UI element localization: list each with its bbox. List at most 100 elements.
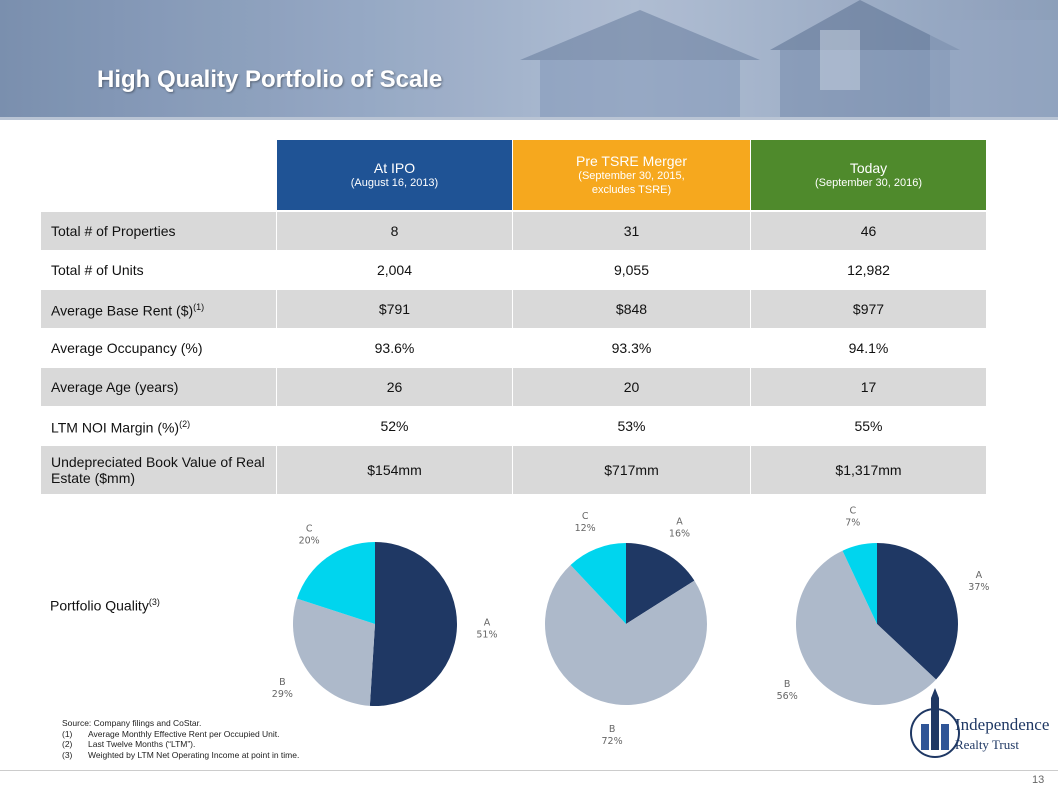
- table-cell: 12,982: [751, 251, 986, 289]
- row-label: Undepreciated Book Value of Real Estate …: [41, 446, 276, 494]
- label: Average Occupancy (%): [51, 340, 203, 356]
- table-cell: 55%: [751, 407, 986, 445]
- footnote-text: Weighted by LTM Net Operating Income at …: [88, 749, 300, 760]
- table-cell: $977: [751, 290, 986, 328]
- title: High Quality Portfolio of Scale: [97, 66, 443, 93]
- footnote: (1) Average Monthly Effective Rent per Oc…: [62, 729, 299, 740]
- table-cell: 2,004: [277, 251, 512, 289]
- rule: [0, 770, 1058, 771]
- footnotes: Source: Company filings and CoStar. (1) A…: [62, 718, 299, 760]
- table-cell: 8: [277, 212, 512, 250]
- slice-label: 20%: [299, 535, 320, 546]
- footnote-ref: (2): [179, 419, 191, 430]
- slice-category: B: [609, 724, 616, 735]
- table-cell: $1,317mm: [751, 446, 986, 494]
- table-cell: $848: [513, 290, 750, 328]
- header-subtitle: (August 16, 2013): [350, 177, 439, 189]
- header-title: Today: [849, 160, 888, 176]
- footnote-text: Last Twelve Months (“LTM”).: [88, 739, 196, 749]
- header-title: Pre TSRE Merger: [576, 153, 687, 169]
- footnote: (3) Weighted by LTM Net Operating Income …: [62, 750, 299, 761]
- footnote-text: Average Monthly Effective Rent per Occup…: [88, 728, 280, 739]
- table-cell: $791: [277, 290, 512, 328]
- label: LTM NOI Margin (%): [51, 419, 180, 436]
- table-cell: 9,055: [513, 251, 750, 289]
- label-text: Total # of Properties: [51, 223, 176, 239]
- table-cell: 94.1%: [751, 329, 986, 367]
- slice-category: A: [676, 517, 683, 528]
- slice-label: 29%: [272, 689, 293, 700]
- pie-slice: [796, 550, 937, 705]
- label-text: Average Base Rent ($)(1): [51, 299, 204, 319]
- pie-slice: [545, 564, 708, 706]
- portfolio-label: Portfolio Quality(3): [50, 597, 160, 614]
- pie-slice: [626, 543, 695, 624]
- logo: Independence Realty Trust: [910, 688, 1049, 758]
- slice-label: 12%: [575, 523, 596, 534]
- row-label: Average Base Rent ($)(1): [41, 290, 276, 328]
- pie-slice: [570, 543, 626, 624]
- footnote-ref: (3): [148, 597, 160, 607]
- table-cell: $717mm: [513, 446, 750, 494]
- logo-spire: [931, 688, 939, 698]
- pie-slice: [842, 543, 877, 624]
- slice-category: C: [849, 506, 856, 517]
- label-text: Undepreciated Book Value of Real Estate …: [51, 454, 276, 486]
- table-cell: 46: [751, 212, 986, 250]
- slice-category: A: [976, 570, 983, 581]
- pie-slice: [293, 598, 375, 706]
- footnote: (2) Last Twelve Months (“LTM”).: [62, 739, 299, 750]
- slice-category: C: [582, 511, 589, 522]
- row-label: Average Age (years): [41, 368, 276, 406]
- slice-label: 16%: [669, 529, 690, 540]
- row-label: Total # of Properties: [41, 212, 276, 250]
- table-cell: 93.6%: [277, 329, 512, 367]
- header-subtitle: (September 30, 2015, excludes TSRE): [578, 170, 685, 196]
- label-text: Portfolio Quality: [50, 597, 149, 614]
- table-cell: 17: [751, 368, 986, 406]
- slice-category: A: [484, 618, 491, 629]
- footnote-number: (1): [62, 728, 73, 739]
- page-number: 13: [1032, 774, 1045, 786]
- slice-category: B: [279, 677, 286, 688]
- logo-tower: [931, 698, 939, 750]
- banner-art: [0, 0, 1058, 120]
- slice-label: 51%: [476, 630, 497, 641]
- banner: High Quality Portfolio of Scale: [0, 0, 1058, 120]
- label: Average Age (years): [51, 379, 179, 395]
- column-header: Today (September 30, 2016): [751, 140, 986, 210]
- label: Undepreciated Book Value of Real Estate …: [51, 454, 265, 486]
- logo-line1: Independence: [955, 715, 1049, 734]
- slice-label: 37%: [968, 582, 989, 593]
- logo-wing: [921, 724, 929, 750]
- label-text: Total # of Units: [51, 262, 144, 278]
- label: Total # of Properties: [51, 223, 176, 239]
- slice-category: B: [784, 679, 791, 690]
- logo-wing: [941, 724, 949, 750]
- column-header: At IPO (August 16, 2013): [277, 140, 512, 210]
- logo-line2: Realty Trust: [955, 737, 1019, 752]
- label-text: Average Occupancy (%): [51, 340, 202, 356]
- source: Source: Company filings and CoStar.: [62, 718, 202, 728]
- header-subtitle: (September 30, 2016): [814, 177, 922, 189]
- row-label: LTM NOI Margin (%)(2): [41, 407, 276, 445]
- footnote-number: (3): [62, 749, 73, 760]
- pie-slice: [297, 542, 375, 624]
- pie-slice: [369, 542, 458, 707]
- slice-label: 56%: [777, 691, 798, 702]
- row-label: Total # of Units: [41, 251, 276, 289]
- table-cell: $154mm: [277, 446, 512, 494]
- label: Average Base Rent ($): [51, 302, 194, 319]
- column-header: Pre TSRE Merger (September 30, 2015, excl…: [513, 140, 750, 210]
- slice-label: 72%: [602, 736, 623, 747]
- footnote-ref: (1): [193, 302, 205, 313]
- label: Total # of Units: [51, 262, 144, 278]
- label-text: LTM NOI Margin (%)(2): [51, 416, 190, 436]
- row-label: Average Occupancy (%): [41, 329, 276, 367]
- table-cell: 26: [277, 368, 512, 406]
- footnote-number: (2): [62, 739, 73, 749]
- slice-category: C: [306, 523, 313, 534]
- pie-slice: [877, 543, 958, 680]
